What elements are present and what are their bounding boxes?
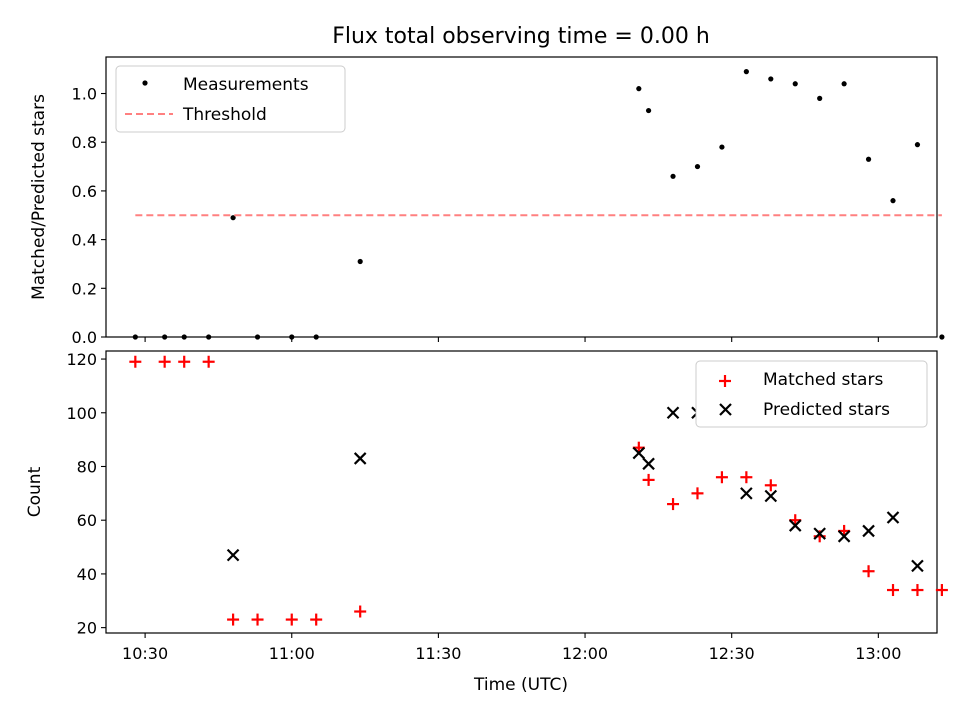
measurement-point — [162, 334, 168, 340]
predicted-stars-point — [886, 511, 900, 524]
ytick-label: 40 — [77, 565, 97, 584]
top-series — [132, 69, 945, 340]
measurement-point — [181, 334, 187, 340]
legend-predicted-label: Predicted stars — [763, 400, 890, 420]
matched-stars-point — [887, 584, 900, 597]
xtick-label: 11:00 — [269, 644, 315, 663]
bottom-axes-frame — [105, 350, 938, 634]
bottom-series — [129, 355, 948, 626]
predicted-stars-point — [226, 548, 240, 562]
matched-stars-point — [227, 613, 240, 626]
ytick-label: 0.2 — [72, 279, 97, 298]
xtick-label: 13:00 — [855, 644, 901, 663]
legend-threshold-label: Threshold — [182, 105, 267, 125]
ytick-label: 0.0 — [72, 328, 97, 347]
predicted-stars-point — [642, 457, 655, 471]
predicted-stars-point — [911, 559, 924, 573]
matched-stars-point — [158, 355, 171, 368]
ytick-label: 60 — [77, 511, 97, 530]
ytick-label: 0.8 — [72, 133, 97, 152]
measurement-point — [636, 86, 642, 92]
bottom-ylabel: Count — [25, 466, 45, 517]
legend-predicted-marker — [719, 403, 732, 416]
matched-stars-point — [642, 473, 655, 486]
measurement-point — [230, 215, 236, 221]
matched-stars-point — [862, 565, 875, 578]
matched-stars-point — [310, 613, 323, 626]
top-panel: Flux total observing time = 0.00 h 0.00.… — [29, 24, 945, 347]
predicted-stars-point — [740, 487, 753, 500]
predicted-stars-point — [632, 446, 646, 460]
measurement-point — [768, 76, 774, 82]
ytick-label: 80 — [77, 457, 97, 476]
measurement-point — [719, 144, 725, 150]
top-legend: Measurements Threshold — [115, 65, 346, 133]
measurement-point — [841, 81, 847, 87]
measurement-point — [313, 334, 319, 340]
measurement-point — [289, 334, 295, 340]
matched-stars-point — [935, 584, 948, 597]
ytick-label: 20 — [77, 619, 97, 638]
predicted-stars-point — [837, 530, 851, 543]
legend-measurements-label: Measurements — [183, 75, 309, 95]
predicted-stars-point — [862, 524, 875, 538]
bottom-ticks: 20 40 60 80 100 120 10:30 11:00 11:30 12:00 12:30 1… — [66, 350, 901, 663]
ytick-label: 100 — [66, 404, 97, 423]
measurement-point — [865, 156, 872, 162]
top-ylabel: Matched/Predicted stars — [29, 94, 49, 300]
matched-stars-point — [129, 355, 142, 368]
measurement-point — [694, 163, 701, 170]
measurement-point — [890, 198, 896, 204]
legend-measurements-marker — [142, 80, 148, 86]
ytick-label: 0.4 — [72, 231, 97, 250]
predicted-stars-point — [813, 527, 826, 540]
measurement-point — [792, 81, 798, 87]
matched-stars-point — [251, 613, 264, 626]
ytick-label: 120 — [66, 350, 97, 369]
top-ticks: 0.0 0.2 0.4 0.6 0.8 1.0 — [72, 85, 879, 347]
series-matched-stars — [129, 355, 948, 626]
measurement-point — [254, 334, 261, 340]
measurement-point — [206, 334, 212, 340]
top-axes-frame — [105, 56, 938, 338]
predicted-stars-point — [353, 452, 367, 465]
measurement-point — [357, 258, 363, 265]
bottom-legend: Matched stars Predicted stars — [695, 360, 928, 428]
measurement-point — [817, 95, 823, 101]
ytick-label: 0.6 — [72, 182, 97, 201]
matched-stars-point — [178, 355, 191, 368]
matched-stars-point — [911, 584, 924, 597]
legend-matched-label: Matched stars — [763, 370, 883, 390]
measurement-point — [132, 334, 138, 340]
measurement-point — [645, 107, 652, 114]
measurement-point — [939, 334, 945, 340]
matched-stars-point — [354, 605, 367, 618]
xtick-label: 11:30 — [415, 644, 461, 663]
measurement-point — [743, 69, 749, 75]
predicted-stars-point — [788, 519, 802, 532]
bottom-legend-box — [695, 360, 928, 428]
series-measurements — [132, 69, 945, 340]
matched-stars-point — [740, 471, 753, 484]
xtick-label: 10:30 — [122, 644, 168, 663]
predicted-stars-point — [666, 406, 680, 420]
xtick-label: 12:00 — [562, 644, 608, 663]
matched-stars-point — [285, 613, 298, 626]
legend-matched-marker — [719, 375, 731, 387]
bottom-panel: 20 40 60 80 100 120 10:30 11:00 11:30 12:00 12:30 1… — [25, 350, 948, 695]
ytick-label: 1.0 — [72, 85, 97, 104]
predicted-stars-point — [764, 489, 778, 503]
measurement-point — [670, 173, 676, 179]
matched-stars-point — [764, 479, 777, 492]
matched-stars-point — [691, 487, 704, 500]
top-legend-box — [115, 65, 346, 133]
measurement-point — [914, 142, 921, 148]
top-title: Flux total observing time = 0.00 h — [332, 24, 710, 49]
matched-stars-point — [715, 471, 728, 484]
matched-stars-point — [202, 355, 215, 368]
matched-stars-point — [667, 498, 680, 511]
xtick-label: 12:30 — [709, 644, 755, 663]
bottom-xlabel: Time (UTC) — [473, 675, 568, 695]
